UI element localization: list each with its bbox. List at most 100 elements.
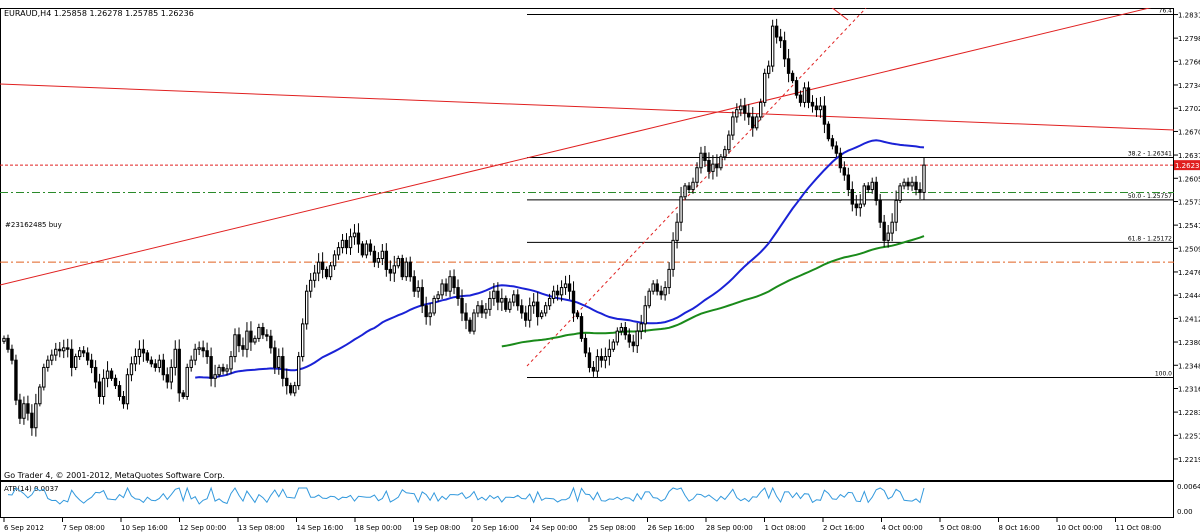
candle-body bbox=[2, 337, 6, 342]
candle-body bbox=[659, 290, 663, 296]
candle-body bbox=[285, 377, 289, 387]
candle-body bbox=[368, 243, 373, 252]
candle-body bbox=[707, 159, 711, 172]
candle-body bbox=[579, 316, 584, 339]
candle-body bbox=[320, 261, 325, 270]
candle-body bbox=[396, 258, 400, 267]
candle-body bbox=[906, 181, 910, 187]
candle-body bbox=[512, 294, 516, 303]
candle-body bbox=[14, 359, 18, 401]
candle-body bbox=[802, 87, 807, 103]
candle-body bbox=[643, 305, 647, 325]
trend-line-ascending[interactable] bbox=[0, 2, 1174, 286]
candle-body bbox=[137, 348, 142, 358]
candle-body bbox=[436, 294, 440, 299]
candle-body bbox=[790, 72, 795, 82]
candle-body bbox=[245, 330, 249, 350]
candle-body bbox=[743, 105, 747, 114]
time-tick-label: 8 Oct 16:00 bbox=[999, 524, 1040, 532]
candle-body bbox=[50, 354, 54, 361]
time-tick-label: 20 Sep 16:00 bbox=[472, 524, 519, 532]
candle-body bbox=[675, 221, 679, 241]
candle-body bbox=[846, 174, 851, 191]
candle-body bbox=[655, 283, 659, 292]
atr-line bbox=[7, 486, 925, 505]
candle-body bbox=[647, 290, 651, 307]
candle-body bbox=[336, 247, 341, 256]
candle-body bbox=[922, 164, 926, 193]
atr-axis-bottom: 0.00 bbox=[1177, 508, 1193, 516]
candle-body bbox=[551, 290, 556, 299]
candle-body bbox=[468, 319, 472, 332]
candle-body bbox=[786, 58, 791, 74]
candle-body bbox=[532, 301, 536, 307]
candle-body bbox=[173, 348, 177, 368]
time-tick-label: 11 Oct 08:00 bbox=[1116, 524, 1162, 532]
candle-body bbox=[627, 334, 631, 343]
trend-line-descending[interactable] bbox=[0, 83, 1174, 131]
candle-body bbox=[257, 327, 261, 339]
candle-body bbox=[428, 312, 432, 318]
trend-line-top[interactable] bbox=[822, 0, 849, 21]
candle-body bbox=[615, 330, 620, 343]
time-tick-label: 13 Sep 08:00 bbox=[238, 524, 285, 532]
candle-body bbox=[10, 348, 14, 361]
candle-body bbox=[42, 366, 46, 388]
candle-body bbox=[261, 327, 265, 336]
candle-body bbox=[611, 341, 616, 350]
time-tick-label: 10 Oct 00:00 bbox=[1057, 524, 1103, 532]
candle-body bbox=[683, 185, 687, 198]
candle-body bbox=[699, 152, 703, 169]
price-axis: 1.28310 1.27985 1.27665 1.27340 1.27020 1.267… bbox=[1174, 12, 1200, 464]
candle-body bbox=[269, 335, 273, 349]
candle-body bbox=[719, 156, 723, 169]
moving-average-slow bbox=[501, 235, 925, 348]
candle-body bbox=[125, 374, 130, 405]
candle-body bbox=[456, 287, 460, 299]
candle-body bbox=[93, 366, 98, 383]
time-tick-label: 26 Sep 16:00 bbox=[648, 524, 695, 532]
candle-body bbox=[181, 392, 185, 397]
candle-body bbox=[910, 181, 914, 187]
price-tick-label: 1.27665 bbox=[1178, 58, 1200, 66]
candle-body bbox=[524, 312, 528, 321]
candle-body bbox=[762, 72, 767, 103]
candle-body bbox=[687, 185, 691, 191]
candle-body bbox=[623, 327, 627, 336]
candle-body bbox=[599, 356, 604, 361]
candle-body bbox=[356, 232, 361, 245]
price-tick-label: 1.24765 bbox=[1178, 269, 1200, 277]
candle-body bbox=[277, 356, 281, 368]
candle-body bbox=[842, 167, 847, 176]
candle-body bbox=[571, 290, 576, 314]
candle-body bbox=[711, 163, 715, 172]
candle-body bbox=[667, 268, 671, 289]
candle-body bbox=[229, 356, 233, 370]
candle-body bbox=[157, 359, 162, 368]
candle-body bbox=[376, 258, 381, 263]
candle-body bbox=[918, 189, 922, 193]
price-tick-label: 1.28310 bbox=[1178, 12, 1200, 20]
candle-body bbox=[814, 105, 819, 111]
candle-body bbox=[46, 359, 50, 368]
candle-body bbox=[516, 294, 520, 307]
candle-body bbox=[575, 312, 580, 318]
fib-level-label: 50.0 - 1.25757 bbox=[1128, 193, 1172, 200]
candle-body bbox=[22, 403, 26, 419]
atr-label: ATR(14) 0.0037 bbox=[4, 485, 58, 493]
candle-body bbox=[778, 36, 783, 42]
candle-body bbox=[265, 334, 269, 337]
candlestick-series bbox=[2, 18, 926, 437]
candle-body bbox=[316, 261, 321, 274]
candle-body bbox=[854, 203, 858, 209]
current-price-tag bbox=[1174, 160, 1200, 171]
candle-body bbox=[364, 243, 369, 256]
candle-body bbox=[782, 40, 787, 60]
candle-body bbox=[715, 163, 719, 169]
candle-body bbox=[225, 368, 229, 372]
candle-body bbox=[73, 356, 78, 368]
candle-body bbox=[766, 65, 771, 74]
candle-body bbox=[380, 250, 385, 260]
candle-body bbox=[886, 232, 890, 241]
